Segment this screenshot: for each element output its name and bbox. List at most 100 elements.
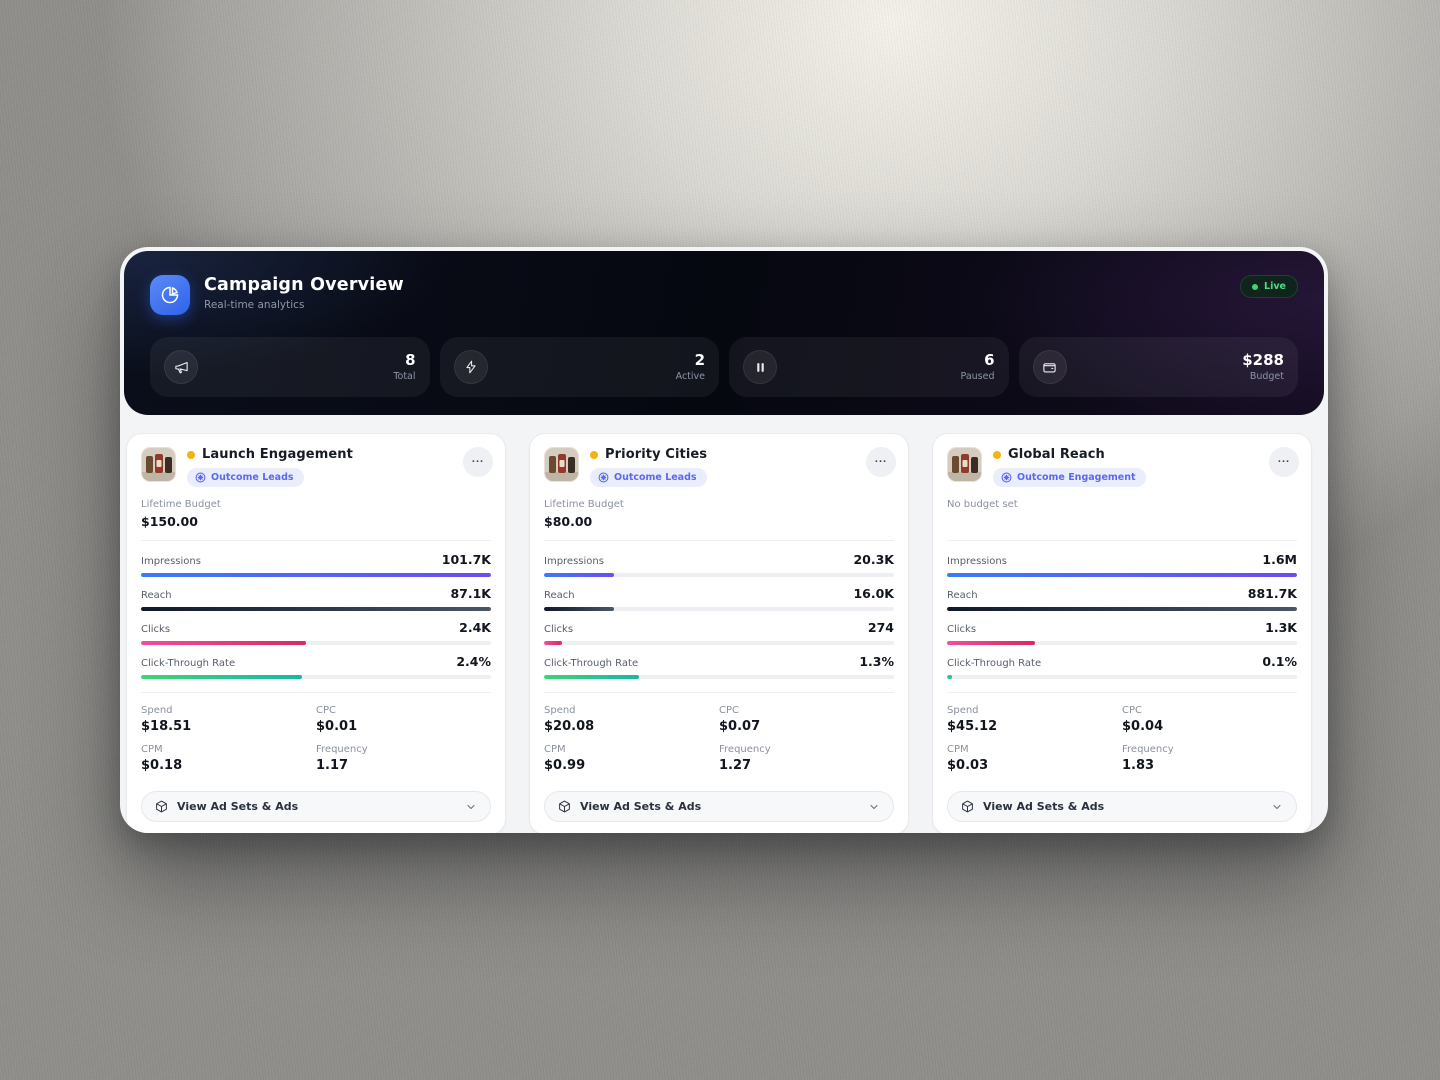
view-ad-sets-button[interactable]: View Ad Sets & Ads (947, 791, 1297, 822)
stat-value: $0.01 (316, 719, 358, 734)
stat-spend: Spend $18.51 (141, 705, 316, 734)
metric-bar-track (544, 675, 894, 679)
metric-bar-fill (141, 607, 491, 611)
objective-badge: Outcome Leads (590, 468, 707, 487)
stat-cpc: CPC $0.01 (316, 705, 491, 734)
stat-value: 1.27 (719, 758, 752, 773)
metric-clicks: Clicks 274 (544, 620, 894, 645)
objective-badge: Outcome Engagement (993, 468, 1146, 487)
objective-label: Outcome Leads (211, 472, 294, 483)
page-title: Campaign Overview (204, 275, 404, 295)
metric-value: 0.1% (1262, 654, 1297, 669)
metric-value: 16.0K (853, 586, 894, 601)
stat-label: Spend (544, 705, 576, 716)
metric-bar-track (947, 641, 1297, 645)
metric-label: Clicks (544, 624, 574, 635)
live-status-badge: Live (1240, 275, 1298, 298)
stat-label: Total (393, 370, 416, 382)
metric-reach: Reach 87.1K (141, 586, 491, 611)
metric-label: Reach (544, 590, 575, 601)
cost-stats-grid: Spend $20.08 CPC $0.07 CPM $0.99 Frequency 1.27 (544, 705, 894, 773)
metric-impressions: Impressions 1.6M (947, 552, 1297, 577)
metric-bar-track (141, 675, 491, 679)
stat-cpm: CPM $0.03 (947, 744, 1122, 773)
metric-label: Click-Through Rate (141, 658, 236, 669)
objective-label: Outcome Engagement (1017, 472, 1136, 483)
metric-bar-track (141, 573, 491, 577)
campaign-overview-panel: Campaign Overview Real-time analytics Li… (120, 247, 1328, 833)
metric-value: 1.3% (859, 654, 894, 669)
metric-bar-track (141, 607, 491, 611)
live-status-label: Live (1264, 281, 1286, 292)
stat-label: Spend (141, 705, 173, 716)
budget-label: No budget set (947, 499, 1018, 510)
card-menu-button[interactable]: ... (866, 447, 896, 477)
metric-value: 274 (867, 620, 894, 635)
card-menu-button[interactable]: ... (463, 447, 493, 477)
package-icon (962, 800, 973, 813)
cost-stats-grid: Spend $18.51 CPC $0.01 CPM $0.18 Frequency 1.17 (141, 705, 491, 773)
stat-value: $0.03 (947, 758, 989, 773)
stat-value: $20.08 (544, 719, 595, 734)
metric-label: Clicks (947, 624, 977, 635)
megaphone-icon (164, 350, 198, 384)
metric-bar-track (947, 607, 1297, 611)
metric-value: 1.3K (1265, 620, 1297, 635)
metric-bar-fill (141, 641, 306, 645)
objective-target-icon (598, 472, 609, 483)
metric-bar-track (544, 573, 894, 577)
stat-label: Budget (1249, 370, 1284, 382)
stat-label: CPC (316, 705, 336, 716)
stat-value: $0.04 (1122, 719, 1164, 734)
stat-frequency: Frequency 1.17 (316, 744, 491, 773)
stat-label: CPM (544, 744, 566, 755)
metric-bar-fill (947, 607, 1297, 611)
page-subtitle: Real-time analytics (204, 299, 305, 311)
stat-value: 8 (405, 351, 416, 370)
metric-label: Impressions (141, 556, 201, 567)
campaign-name: Global Reach (1008, 447, 1105, 462)
package-icon (156, 800, 167, 813)
stat-value: $0.18 (141, 758, 183, 773)
campaign-status-dot (187, 450, 195, 459)
campaign-card: Priority Cities Outcome Leads ... Lifeti… (529, 433, 909, 833)
stat-label: CPM (141, 744, 163, 755)
campaign-thumbnail (544, 447, 579, 482)
stat-value: 1.17 (316, 758, 349, 773)
budget-value: $80.00 (544, 514, 593, 529)
metric-label: Click-Through Rate (544, 658, 639, 669)
summary-stat-chip: 8 Total (150, 337, 430, 397)
metric-impressions: Impressions 20.3K (544, 552, 894, 577)
summary-stat-chip: $288 Budget (1018, 337, 1298, 397)
budget-value: $150.00 (141, 514, 198, 529)
view-ad-sets-button[interactable]: View Ad Sets & Ads (141, 791, 491, 822)
campaign-thumbnail (947, 447, 982, 482)
stat-spend: Spend $45.12 (947, 705, 1122, 734)
divider (544, 692, 894, 693)
lightning-icon (453, 350, 488, 384)
view-ad-sets-button[interactable]: View Ad Sets & Ads (544, 791, 894, 822)
metric-bar-fill (544, 675, 639, 679)
stat-label: Frequency (316, 744, 368, 755)
stat-label: Spend (947, 705, 979, 716)
campaign-cards-row: Launch Engagement Outcome Leads ... Life… (120, 419, 1328, 833)
metric-bar-track (947, 675, 1297, 679)
campaign-status-dot (590, 450, 598, 459)
card-menu-button[interactable]: ... (1269, 447, 1299, 477)
stat-label: Frequency (1122, 744, 1174, 755)
metric-clicks: Clicks 2.4K (141, 620, 491, 645)
metric-bar-fill (947, 675, 953, 679)
metric-bar-track (544, 607, 894, 611)
campaign-name: Priority Cities (605, 447, 708, 462)
stat-value: 6 (984, 351, 995, 370)
objective-label: Outcome Leads (614, 472, 697, 483)
objective-target-icon (1001, 472, 1012, 483)
metric-label: Reach (947, 590, 978, 601)
metric-label: Clicks (141, 624, 171, 635)
stat-label: Paused (960, 370, 995, 382)
metric-bar-track (141, 641, 491, 645)
campaign-status-dot (993, 450, 1001, 459)
chevron-down-icon (868, 801, 880, 813)
view-ad-sets-label: View Ad Sets & Ads (983, 800, 1105, 813)
stat-label: CPC (1122, 705, 1142, 716)
